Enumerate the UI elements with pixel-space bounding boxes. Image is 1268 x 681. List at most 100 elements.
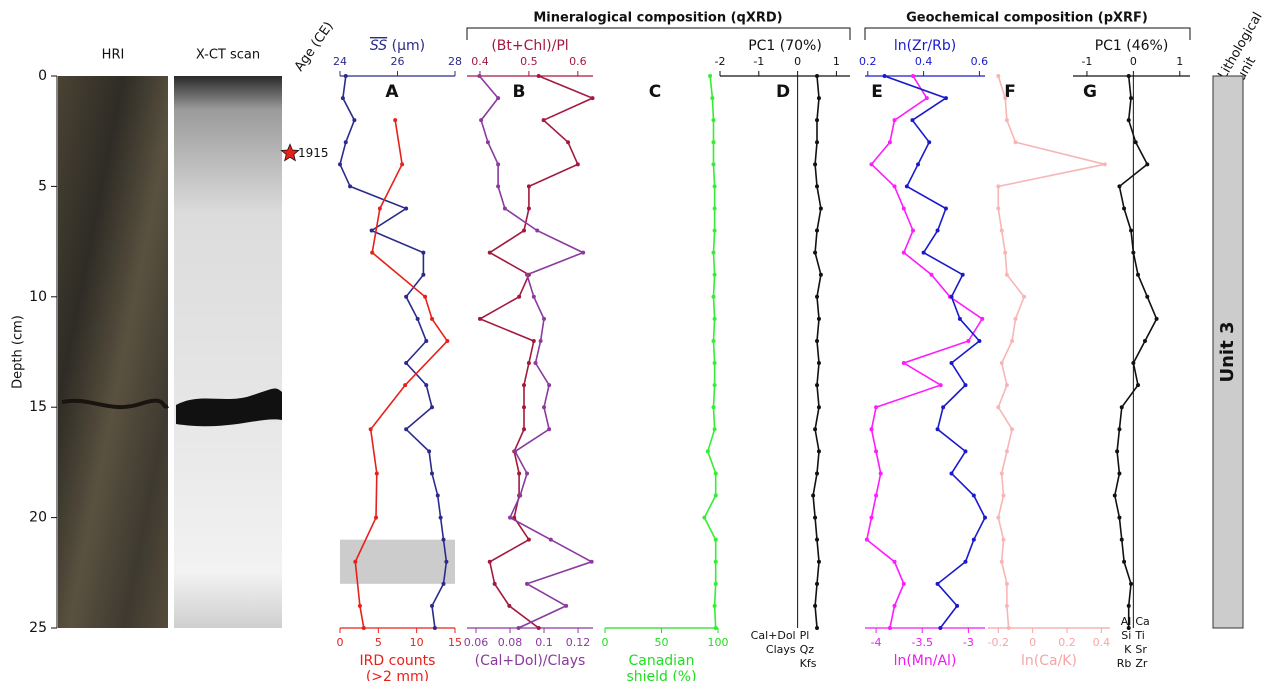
profile-point: [357, 603, 362, 608]
profile-point: [935, 228, 940, 233]
profile-point: [485, 140, 490, 145]
profile-point: [361, 626, 366, 630]
profile-point: [1004, 449, 1009, 454]
profile-point: [816, 405, 821, 410]
x-tick-label: -0.2: [988, 636, 1009, 649]
composition-label: Rb: [1117, 657, 1132, 670]
profile-point: [566, 140, 571, 145]
x-tick-label: 1: [833, 55, 840, 68]
profile-point: [996, 206, 1001, 211]
profile-point: [813, 603, 818, 608]
profile-point: [393, 118, 398, 123]
profile-point: [1112, 493, 1117, 498]
profile-point: [370, 250, 375, 255]
profile-point: [999, 471, 1004, 476]
profile-point: [864, 537, 869, 542]
composition-label: K: [1124, 643, 1132, 656]
composition-label: Clays: [766, 643, 796, 656]
profile-point: [949, 294, 954, 299]
y-tick-label: 20: [29, 510, 47, 526]
profile-point: [487, 559, 492, 564]
profile-point: [999, 361, 1004, 366]
profile-point: [1117, 427, 1122, 432]
x-tick-label: 0.6: [569, 55, 587, 68]
profile-point: [712, 361, 717, 366]
profile-point: [996, 184, 1001, 189]
profile-point: [910, 118, 915, 123]
profile-point: [813, 427, 818, 432]
profile-point: [924, 96, 929, 101]
composition-label: Cal+Dol: [751, 629, 796, 642]
profile-point: [712, 206, 717, 211]
profile-point: [901, 581, 906, 586]
axis-label-symbol: SS: [370, 38, 387, 54]
profile-point: [404, 361, 409, 366]
x-tick-label: 0: [602, 636, 609, 649]
group-bracket: [864, 27, 1191, 40]
x-tick-label: 28: [448, 55, 462, 68]
x-tick-label: 0.2: [1058, 636, 1076, 649]
profile-point: [869, 515, 874, 520]
profile-point: [874, 449, 879, 454]
x-tick-label: 15: [448, 636, 462, 649]
profile-point: [892, 559, 897, 564]
profile-point: [712, 427, 717, 432]
profile-point: [901, 250, 906, 255]
x-tick-label: -2: [715, 55, 726, 68]
composition-label: Si: [1121, 629, 1131, 642]
profile-point: [517, 294, 522, 299]
profile-point: [1004, 603, 1009, 608]
profile-point: [949, 361, 954, 366]
composition-label: Sr: [1135, 643, 1147, 656]
profile-point: [869, 427, 874, 432]
profile-point: [941, 405, 946, 410]
profile-point: [1129, 581, 1134, 586]
profile-point: [526, 537, 531, 542]
profile-line: [1113, 75, 1158, 628]
panel-letter: E: [871, 82, 883, 102]
profile-point: [340, 96, 345, 101]
y-tick-label: 0: [38, 68, 47, 84]
profile-point: [522, 427, 527, 432]
x-tick-label: 0.1: [535, 636, 553, 649]
image-label: HRI: [102, 48, 125, 63]
profile-point: [712, 228, 717, 233]
composition-label: Kfs: [800, 657, 817, 670]
profile-point: [1117, 471, 1122, 476]
y-tick-label: 10: [29, 289, 47, 305]
profile-point: [815, 537, 820, 542]
profile-point: [343, 74, 348, 78]
profile-point: [1003, 96, 1008, 101]
profile-point: [816, 559, 821, 564]
profile-point: [963, 559, 968, 564]
profile-point: [1117, 184, 1122, 189]
x-tick-label: -4: [871, 636, 882, 649]
profile-point: [1117, 515, 1122, 520]
profile-point: [1022, 294, 1027, 299]
profile-point: [957, 316, 962, 321]
profile-point: [1154, 316, 1159, 321]
profile-point: [492, 581, 497, 586]
profile-point: [589, 559, 594, 564]
profile-point: [1013, 140, 1018, 145]
profile-point: [815, 184, 820, 189]
profile-point: [343, 140, 348, 145]
profile-point: [971, 537, 976, 542]
profile-point: [1001, 493, 1006, 498]
profile-point: [1119, 537, 1124, 542]
profile-point: [1129, 96, 1134, 101]
profile-point: [874, 493, 879, 498]
profile-point: [815, 471, 820, 476]
profile-line: [478, 75, 595, 629]
profile-point: [441, 537, 446, 542]
profile-line: [354, 120, 449, 629]
profile-point: [713, 581, 718, 586]
profile-point: [813, 515, 818, 520]
profile-point: [542, 405, 547, 410]
profile-point: [996, 515, 1001, 520]
profile-point: [1119, 405, 1124, 410]
profile-point: [938, 626, 943, 630]
profile-point: [980, 316, 985, 321]
profile-point: [705, 449, 710, 454]
profile-point: [1006, 626, 1011, 630]
